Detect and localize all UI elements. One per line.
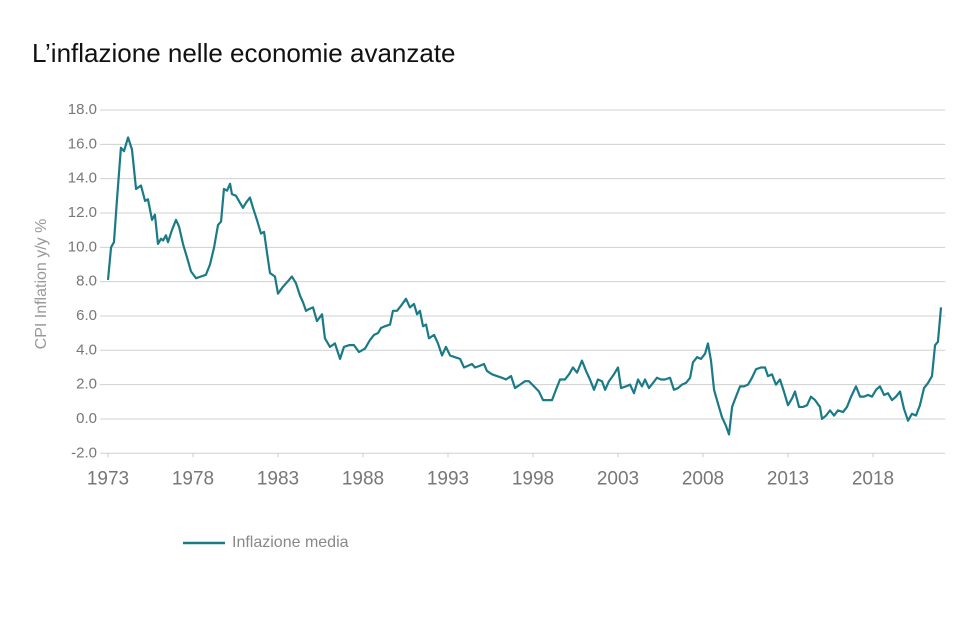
y-tick-label: 14.0 <box>68 170 97 187</box>
y-tick-label: -2.0 <box>71 444 97 461</box>
y-tick-label: 4.0 <box>76 341 97 358</box>
chart-title: L’inflazione nelle economie avanzate <box>32 38 456 68</box>
legend-label: Inflazione media <box>232 534 349 551</box>
y-tick-label: 2.0 <box>76 376 97 393</box>
x-tick-label: 1983 <box>257 468 299 489</box>
x-tick-label: 1973 <box>87 468 129 489</box>
x-tick-label: 2008 <box>682 468 724 489</box>
line-series <box>106 136 943 436</box>
x-tick-label: 1978 <box>172 468 214 489</box>
y-tick-label: 0.0 <box>76 410 97 427</box>
x-tick-label: 2003 <box>597 468 639 489</box>
y-tick-label: 10.0 <box>68 238 97 255</box>
y-tick-label: 12.0 <box>68 204 97 221</box>
x-tick-label: 1998 <box>512 468 554 489</box>
y-tick-label: 8.0 <box>76 273 97 290</box>
x-tick-label: 1993 <box>427 468 469 489</box>
y-tick-label: 6.0 <box>76 307 97 324</box>
x-tick-label: 2018 <box>852 468 894 489</box>
x-tick-label: 1988 <box>342 468 384 489</box>
y-axis-label: CPI Inflation y/y % <box>33 219 50 350</box>
x-tick-label: 2013 <box>767 468 809 489</box>
y-tick-label: 18.0 <box>68 101 97 118</box>
y-tick-label: 16.0 <box>68 135 97 152</box>
